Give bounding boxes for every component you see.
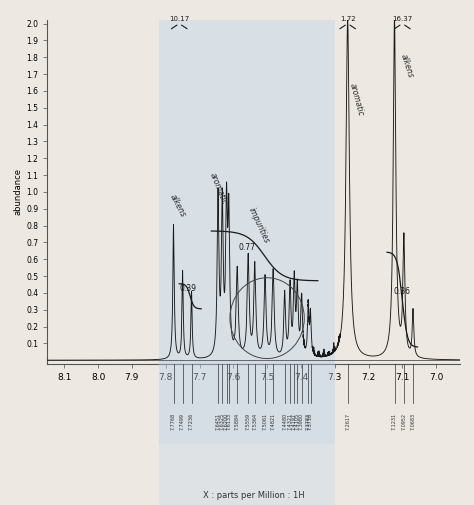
- Text: 7.4821: 7.4821: [271, 413, 276, 430]
- Bar: [159, 7, 335, 369]
- Text: 7.4105: 7.4105: [295, 413, 300, 430]
- Text: 7.7499: 7.7499: [180, 413, 185, 430]
- Text: 7.0683: 7.0683: [410, 413, 416, 430]
- Text: 0.39: 0.39: [179, 284, 196, 293]
- Text: 7.3716: 7.3716: [308, 413, 313, 430]
- Text: 1.72: 1.72: [340, 16, 356, 22]
- Text: 7.6325: 7.6325: [220, 413, 225, 430]
- Text: 7.5884: 7.5884: [235, 413, 240, 430]
- Text: alkens: alkens: [168, 192, 187, 218]
- Text: 7.4321: 7.4321: [288, 413, 292, 430]
- Text: 7.6200: 7.6200: [224, 413, 229, 430]
- Text: impurities: impurities: [246, 206, 271, 245]
- Text: 7.3980: 7.3980: [299, 413, 304, 430]
- Text: X : parts per Million : 1H: X : parts per Million : 1H: [203, 491, 304, 500]
- Text: 7.4480: 7.4480: [282, 413, 287, 430]
- Text: 7.4197: 7.4197: [292, 413, 297, 430]
- Y-axis label: abundance: abundance: [13, 168, 22, 216]
- Text: alkens: alkens: [399, 53, 416, 79]
- Text: aromatic: aromatic: [348, 82, 365, 117]
- Bar: [159, 364, 335, 505]
- Text: 7.6133: 7.6133: [226, 413, 231, 430]
- Text: 7.6451: 7.6451: [216, 413, 220, 430]
- Text: 7.5364: 7.5364: [252, 413, 257, 430]
- Text: 16.37: 16.37: [392, 16, 412, 22]
- Text: 7.1231: 7.1231: [392, 413, 397, 430]
- Text: 10.17: 10.17: [169, 16, 189, 22]
- Bar: [159, 360, 335, 444]
- Text: 0.36: 0.36: [394, 287, 411, 296]
- Text: 7.2617: 7.2617: [345, 413, 350, 430]
- Text: 7.7768: 7.7768: [171, 413, 176, 430]
- Text: aromatic: aromatic: [208, 171, 228, 206]
- Text: 7.3783: 7.3783: [306, 413, 311, 430]
- Text: 7.0952: 7.0952: [401, 413, 406, 430]
- Text: 7.5061: 7.5061: [263, 413, 267, 430]
- Text: 7.5559: 7.5559: [246, 413, 251, 430]
- Text: 0.77: 0.77: [238, 243, 255, 252]
- Text: 7.7236: 7.7236: [189, 413, 194, 430]
